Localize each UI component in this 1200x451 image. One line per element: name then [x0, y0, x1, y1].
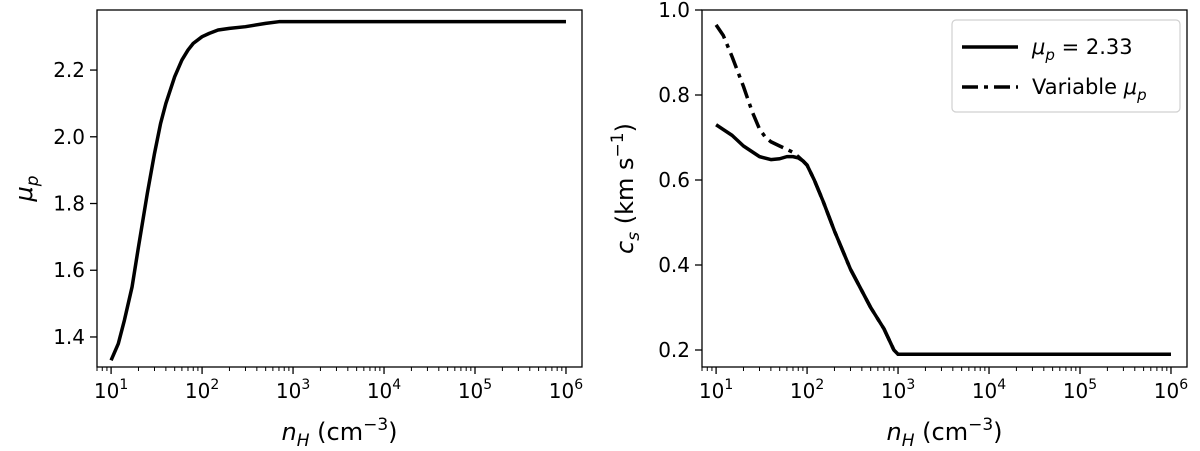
x-tick-exponent: 6	[1179, 377, 1188, 393]
x-axis-subscript: H	[297, 431, 310, 451]
x-tick-label: 102	[185, 377, 219, 403]
series-line-mu-p	[109, 19, 566, 362]
x-tick-label: 106	[549, 377, 583, 403]
x-axis-unit: (cm	[915, 418, 969, 446]
x-tick-label: 105	[1063, 377, 1097, 403]
y-axis-subscript: p	[23, 175, 43, 187]
x-tick-exponent: 2	[815, 377, 824, 393]
x-tick-exponent: 5	[1088, 377, 1097, 393]
x-axis-superscript: −3	[968, 415, 993, 435]
x-tick-label: 102	[790, 377, 824, 403]
x-tick-exponent: 2	[210, 377, 219, 393]
legend-value: = 2.33	[1055, 35, 1133, 59]
x-axis-symbol: n	[281, 418, 296, 446]
y-axis-unit: (km s	[611, 157, 639, 231]
x-tick-exponent: 1	[724, 377, 733, 393]
y-tick-label: 1.8	[53, 192, 85, 216]
x-tick-label: 106	[1154, 377, 1188, 403]
x-axis-unit: (cm	[310, 418, 364, 446]
series-line-variable-mu	[714, 23, 1171, 356]
y-tick-label: 0.2	[658, 338, 690, 362]
x-tick-exponent: 6	[574, 377, 583, 393]
y-axis-superscript: −1	[608, 132, 628, 157]
x-tick-label: 101	[94, 377, 128, 403]
x-tick-base: 10	[94, 379, 119, 403]
x-tick-base: 10	[881, 379, 906, 403]
y-tick-label: 0.4	[658, 253, 690, 277]
x-tick-base: 10	[367, 379, 392, 403]
x-tick-base: 10	[276, 379, 301, 403]
y-tick-label: 0.8	[658, 83, 690, 107]
y-axis-symbol: μ	[10, 186, 38, 202]
y-tick-label: 0.6	[658, 168, 690, 192]
legend-text-main: Variable	[1032, 75, 1124, 99]
x-tick-exponent: 4	[997, 377, 1006, 393]
x-tick-base: 10	[458, 379, 483, 403]
plot-frame	[96, 9, 583, 368]
x-axis-subscript: H	[902, 431, 915, 451]
x-axis-superscript: −3	[363, 415, 388, 435]
x-tick-exponent: 3	[301, 377, 310, 393]
series-line-mu-p-2-33	[715, 123, 1171, 356]
y-axis-label: cs (km s−1)	[608, 123, 644, 254]
x-tick-label: 101	[699, 377, 733, 403]
y-axis-unit-close: )	[611, 123, 639, 132]
x-tick-exponent: 4	[392, 377, 401, 393]
legend-symbol: μ	[1031, 35, 1045, 59]
x-tick-base: 10	[972, 379, 997, 403]
x-tick-base: 10	[185, 379, 210, 403]
legend-box	[951, 19, 1181, 113]
plot-frame	[701, 9, 1188, 368]
x-axis-unit-close: )	[388, 418, 397, 446]
x-axis-label: nH (cm−3)	[886, 415, 1002, 451]
legend-subscript: p	[1136, 86, 1147, 104]
y-tick-label: 1.0	[658, 0, 690, 22]
y-axis-subscript: s	[624, 232, 644, 241]
x-tick-label: 103	[881, 377, 915, 403]
x-tick-base: 10	[549, 379, 574, 403]
y-tick-label: 1.6	[53, 258, 85, 282]
x-tick-label: 104	[972, 377, 1006, 403]
y-tick-label: 2.2	[53, 58, 85, 82]
x-tick-exponent: 5	[483, 377, 492, 393]
x-tick-base: 10	[1154, 379, 1179, 403]
x-tick-label: 103	[276, 377, 310, 403]
x-axis-label: nH (cm−3)	[281, 415, 397, 451]
x-tick-base: 10	[699, 379, 724, 403]
x-axis-unit-close: )	[993, 418, 1002, 446]
y-tick-label: 2.0	[53, 125, 85, 149]
y-tick-label: 1.4	[53, 325, 85, 349]
x-tick-label: 104	[367, 377, 401, 403]
x-tick-base: 10	[1063, 379, 1088, 403]
legend-symbol: μ	[1123, 75, 1137, 99]
x-tick-exponent: 3	[906, 377, 915, 393]
legend-subscript: p	[1044, 46, 1055, 64]
x-tick-base: 10	[790, 379, 815, 403]
legend-label: μp = 2.33	[1031, 35, 1133, 64]
x-tick-label: 105	[458, 377, 492, 403]
y-axis-label: μp	[10, 175, 43, 202]
x-axis-symbol: n	[886, 418, 901, 446]
x-tick-exponent: 1	[119, 377, 128, 393]
y-axis-symbol: c	[611, 241, 639, 254]
legend-label: Variable μp	[1032, 75, 1147, 104]
